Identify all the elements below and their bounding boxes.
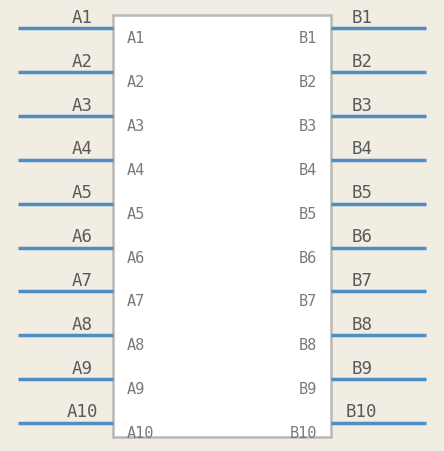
Text: B8: B8	[299, 337, 317, 353]
Text: B8: B8	[351, 315, 373, 333]
Text: A10: A10	[67, 403, 98, 420]
Text: B1: B1	[299, 31, 317, 46]
Text: A3: A3	[127, 119, 145, 134]
Text: B10: B10	[290, 425, 317, 440]
Text: B1: B1	[351, 9, 373, 27]
Text: A5: A5	[127, 206, 145, 221]
Text: A3: A3	[71, 97, 93, 114]
Text: A1: A1	[127, 31, 145, 46]
Text: B6: B6	[351, 228, 373, 245]
Text: B9: B9	[299, 381, 317, 396]
Bar	[113, 16, 331, 437]
Text: B7: B7	[299, 294, 317, 309]
Text: A4: A4	[127, 162, 145, 178]
Text: A5: A5	[71, 184, 93, 202]
Text: B5: B5	[351, 184, 373, 202]
Text: A8: A8	[127, 337, 145, 353]
Text: B6: B6	[299, 250, 317, 265]
Text: B2: B2	[351, 53, 373, 70]
Text: A10: A10	[127, 425, 154, 440]
Text: A8: A8	[71, 315, 93, 333]
Text: A7: A7	[127, 294, 145, 309]
Text: A7: A7	[71, 272, 93, 289]
Text: B5: B5	[299, 206, 317, 221]
Text: A6: A6	[71, 228, 93, 245]
Text: B3: B3	[351, 97, 373, 114]
Text: B4: B4	[299, 162, 317, 178]
Text: A9: A9	[127, 381, 145, 396]
Text: B10: B10	[346, 403, 377, 420]
Text: B3: B3	[299, 119, 317, 134]
Text: B4: B4	[351, 140, 373, 158]
Text: A9: A9	[71, 359, 93, 377]
Text: B9: B9	[351, 359, 373, 377]
Text: A2: A2	[71, 53, 93, 70]
Text: A4: A4	[71, 140, 93, 158]
Text: A2: A2	[127, 75, 145, 90]
Text: A6: A6	[127, 250, 145, 265]
Text: B7: B7	[351, 272, 373, 289]
Text: A1: A1	[71, 9, 93, 27]
Text: B2: B2	[299, 75, 317, 90]
